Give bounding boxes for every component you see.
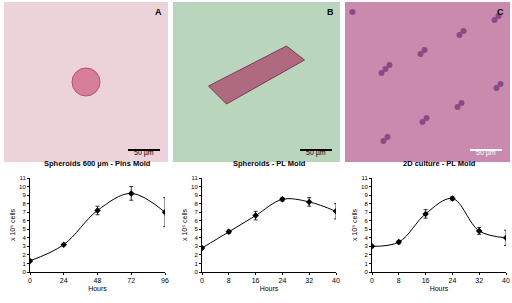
svg-text:6: 6 [194, 218, 198, 224]
svg-text:8: 8 [227, 277, 231, 284]
svg-text:4: 4 [194, 235, 198, 241]
svg-text:x 10⁵ cells: x 10⁵ cells [9, 208, 16, 241]
svg-text:0: 0 [28, 277, 32, 284]
svg-text:Spheroids 600 µm - Pins Mold: Spheroids 600 µm - Pins Mold [44, 159, 151, 168]
svg-text:6: 6 [22, 218, 26, 224]
svg-text:40: 40 [502, 277, 510, 284]
svg-text:3: 3 [364, 243, 368, 249]
svg-text:32: 32 [475, 277, 483, 284]
svg-text:3: 3 [194, 243, 198, 249]
svg-text:8: 8 [194, 201, 198, 207]
svg-text:8: 8 [364, 201, 368, 207]
svg-text:10: 10 [361, 184, 368, 190]
svg-text:Hours: Hours [260, 285, 279, 292]
svg-text:9: 9 [194, 192, 198, 198]
svg-text:96: 96 [161, 277, 169, 284]
svg-text:2: 2 [22, 252, 26, 258]
svg-text:24: 24 [60, 277, 68, 284]
svg-text:0: 0 [22, 269, 26, 275]
svg-text:72: 72 [127, 277, 135, 284]
svg-text:3: 3 [22, 243, 26, 249]
svg-text:Hours: Hours [88, 285, 107, 292]
svg-text:2: 2 [194, 252, 198, 258]
svg-text:8: 8 [22, 201, 26, 207]
svg-text:16: 16 [252, 277, 260, 284]
svg-text:7: 7 [364, 209, 368, 215]
svg-text:A: A [155, 7, 162, 17]
svg-text:10: 10 [191, 184, 198, 190]
svg-text:6: 6 [364, 218, 368, 224]
svg-text:50 µm: 50 µm [134, 149, 154, 157]
svg-text:24: 24 [449, 277, 457, 284]
svg-text:11: 11 [362, 175, 369, 181]
svg-text:Spheroids - PL Mold: Spheroids - PL Mold [233, 159, 306, 168]
svg-text:16: 16 [422, 277, 430, 284]
svg-text:0: 0 [194, 269, 198, 275]
svg-text:9: 9 [22, 192, 26, 198]
svg-text:4: 4 [22, 235, 26, 241]
svg-text:50 µm: 50 µm [306, 149, 326, 157]
svg-text:C: C [497, 7, 504, 17]
svg-text:11: 11 [20, 175, 27, 181]
svg-text:48: 48 [94, 277, 102, 284]
svg-text:2: 2 [364, 252, 368, 258]
svg-text:32: 32 [305, 277, 313, 284]
svg-text:x 10⁵ cells: x 10⁵ cells [351, 208, 358, 241]
svg-text:7: 7 [194, 209, 198, 215]
svg-text:0: 0 [364, 269, 368, 275]
svg-text:2D culture - PL Mold: 2D culture - PL Mold [403, 159, 476, 168]
svg-text:5: 5 [364, 226, 368, 232]
svg-text:9: 9 [364, 192, 368, 198]
svg-text:0: 0 [370, 277, 374, 284]
svg-text:1: 1 [22, 261, 26, 267]
svg-text:x 10⁵ cells: x 10⁵ cells [181, 208, 188, 241]
svg-text:4: 4 [364, 235, 368, 241]
svg-text:7: 7 [22, 209, 26, 215]
svg-text:Hours: Hours [430, 285, 449, 292]
svg-text:11: 11 [192, 175, 199, 181]
svg-text:5: 5 [22, 226, 26, 232]
svg-text:50 µm: 50 µm [476, 149, 496, 157]
svg-text:40: 40 [332, 277, 340, 284]
svg-text:1: 1 [364, 261, 368, 267]
svg-text:5: 5 [194, 226, 198, 232]
svg-text:0: 0 [200, 277, 204, 284]
svg-text:B: B [327, 7, 334, 17]
svg-text:24: 24 [279, 277, 287, 284]
svg-text:1: 1 [194, 261, 198, 267]
svg-text:10: 10 [19, 184, 26, 190]
svg-text:8: 8 [397, 277, 401, 284]
